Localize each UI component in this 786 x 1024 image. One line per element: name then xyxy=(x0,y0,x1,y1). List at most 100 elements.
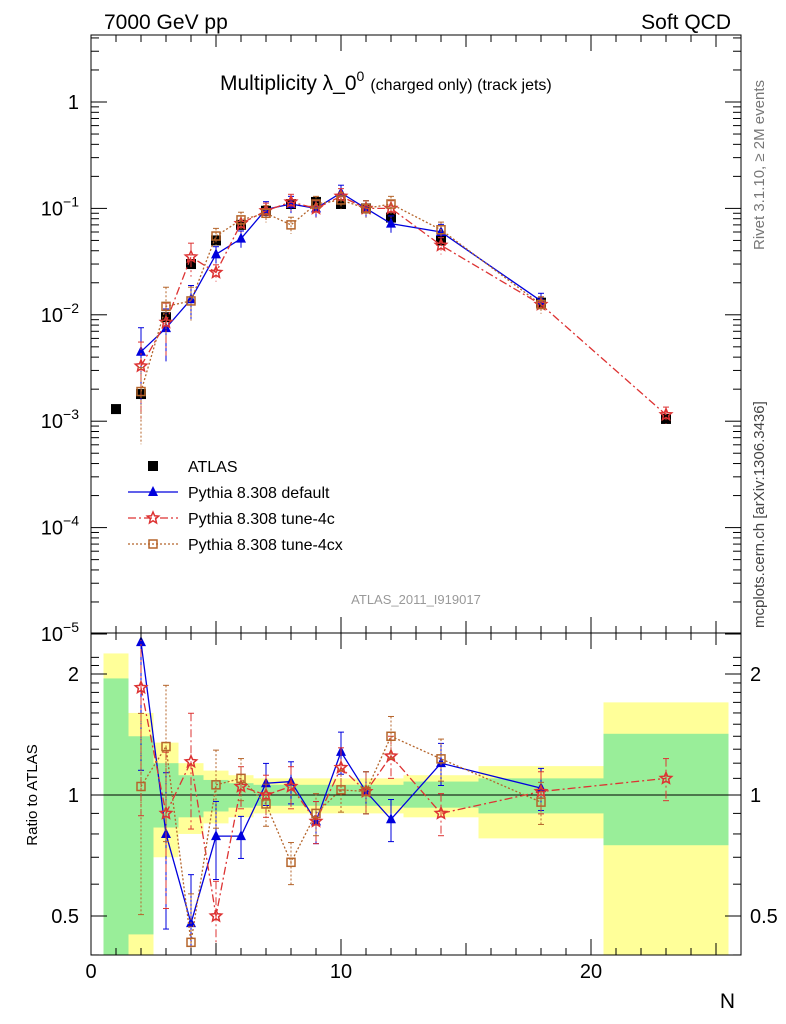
ratio-point xyxy=(133,679,149,695)
main-series-3 xyxy=(136,191,546,445)
ratio-y-tick-label-left: 2 xyxy=(68,664,79,686)
main-panel: Multiplicity λ_00 (charged only) (track j… xyxy=(41,34,742,646)
main-point xyxy=(286,220,296,230)
x-tick-label: 10 xyxy=(330,961,352,983)
main-point xyxy=(236,232,246,243)
main-point xyxy=(186,296,196,306)
main-y-tick-base: 10 xyxy=(41,518,63,540)
main-y-tick-base: 10 xyxy=(41,624,63,646)
rivet-version-label: Rivet 3.1.10, ≥ 2M events xyxy=(751,80,768,250)
x-tick-label: 0 xyxy=(85,961,96,983)
chart-title-main: Multiplicity λ_0 xyxy=(220,72,357,95)
main-point xyxy=(283,193,299,209)
ratio-band-inner xyxy=(603,733,729,846)
main-point xyxy=(658,406,674,422)
main-point xyxy=(261,208,271,219)
ratio-point xyxy=(136,636,146,647)
main-point xyxy=(333,188,349,203)
legend-marker xyxy=(148,486,158,496)
main-series-line xyxy=(140,192,542,353)
main-series-2 xyxy=(133,188,674,424)
main-point xyxy=(361,203,371,214)
ratio-point xyxy=(186,937,196,948)
ratio-point xyxy=(261,799,271,809)
legend-marker xyxy=(148,461,158,471)
ratio-point xyxy=(233,778,249,793)
ratio-y-tick-label-left: 1 xyxy=(68,785,79,807)
ratio-point xyxy=(386,731,396,742)
main-y-tick-label: 10−2 xyxy=(41,300,79,327)
main-point xyxy=(161,301,171,312)
category-label: Soft QCD xyxy=(641,11,731,34)
legend-label: Pythia 8.308 tune-4cx xyxy=(188,537,343,554)
main-series-1 xyxy=(136,184,546,405)
source-label: mcplots.cern.ch [arXiv:1306.3436] xyxy=(751,401,768,628)
main-point xyxy=(536,299,546,310)
ratio-point xyxy=(308,813,324,828)
main-y-tick-label: 10−3 xyxy=(41,406,79,433)
ratio-frame xyxy=(90,632,742,956)
x-tick-label: 20 xyxy=(580,961,602,983)
ratio-point xyxy=(183,753,199,769)
main-y-tick-label: 1 xyxy=(68,92,79,114)
ratio-point xyxy=(286,857,296,868)
main-y-tick-exp: −1 xyxy=(63,193,79,209)
ratio-band-inner xyxy=(103,678,129,955)
main-y-tick-exp: −3 xyxy=(63,406,79,422)
ratio-series-2 xyxy=(136,684,546,956)
ratio-point xyxy=(211,830,221,841)
main-y-tick-label: 10−1 xyxy=(41,193,79,220)
ratio-point xyxy=(386,813,396,824)
main-point xyxy=(211,248,221,259)
ratio-point xyxy=(311,808,321,819)
legend-marker xyxy=(145,510,161,525)
legend-label: Pythia 8.308 tune-4c xyxy=(188,511,335,528)
ratio-point xyxy=(283,778,299,793)
main-point xyxy=(186,293,196,304)
main-y-tick-base: 10 xyxy=(41,411,63,433)
main-point xyxy=(386,217,396,228)
main-y-tick-base: 10 xyxy=(41,305,63,327)
main-y-tick-exp: −2 xyxy=(63,300,79,316)
ratio-point xyxy=(236,830,246,841)
legend-item-0: ATLAS xyxy=(148,459,238,476)
legend-item-2: Pythia 8.308 tune-4c xyxy=(128,510,335,528)
main-point xyxy=(208,264,224,279)
ratio-y-tick-label-right: 0.5 xyxy=(750,906,778,928)
ratio-point xyxy=(336,785,346,795)
legend: ATLAS Pythia 8.308 default Pythia 8.308 tu… xyxy=(128,459,343,554)
ratio-point xyxy=(208,908,224,923)
ratio-point xyxy=(361,786,371,797)
main-point xyxy=(336,195,346,205)
main-point xyxy=(183,248,199,264)
legend-marker xyxy=(148,539,158,549)
main-point xyxy=(311,199,321,209)
ratio-series-line xyxy=(140,687,667,917)
ratio-y-tick-label-right: 1 xyxy=(750,785,761,807)
main-point xyxy=(436,225,446,235)
ratio-point xyxy=(536,797,546,807)
x-axis-label: N xyxy=(720,990,735,1013)
analysis-id-label: ATLAS_2011_I919017 xyxy=(351,592,481,607)
legend-item-3: Pythia 8.308 tune-4cx xyxy=(128,537,343,554)
legend-label: Pythia 8.308 default xyxy=(188,485,330,502)
ratio-point xyxy=(658,770,674,785)
legend-item-1: Pythia 8.308 default xyxy=(128,485,330,502)
ratio-point xyxy=(533,783,549,798)
main-y-tick-exp: −4 xyxy=(63,513,79,529)
ratio-point xyxy=(211,780,221,790)
main-y-tick-label: 10−5 xyxy=(41,619,79,646)
svg-text:Multiplicity λ_00(charged only: Multiplicity λ_00 (charged only) (track j… xyxy=(220,68,552,95)
chart-title-sup: 0 xyxy=(357,68,365,84)
main-series-line xyxy=(140,199,542,392)
main-y-tick-label: 10−4 xyxy=(41,513,79,540)
main-point xyxy=(136,386,146,397)
ratio-y-tick-label-right: 2 xyxy=(750,664,761,686)
main-point xyxy=(211,231,221,241)
ratio-y-tick-label-left: 0.5 xyxy=(51,906,79,928)
ratio-point xyxy=(158,805,174,820)
ratio-y-axis-label: Ratio to ATLAS xyxy=(24,744,41,845)
main-y-tick-base: 10 xyxy=(41,198,63,220)
main-series-line xyxy=(140,195,667,416)
